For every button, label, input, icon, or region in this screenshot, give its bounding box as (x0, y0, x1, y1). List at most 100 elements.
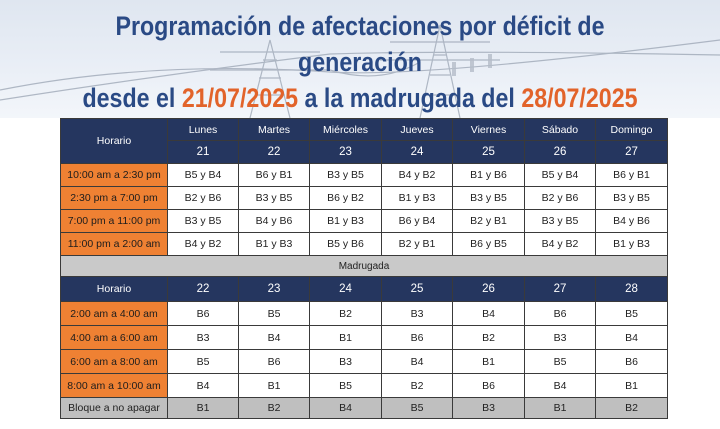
time-slot-label: 2:00 am a 4:00 am (60, 301, 168, 326)
page-title: Programación de afectaciones por déficit… (50, 8, 669, 116)
table-cell: B2 (595, 397, 668, 419)
table-cell: B5 (595, 301, 668, 326)
table-cell: B5 (524, 349, 596, 374)
table-row: 2:00 am a 4:00 am B6 B5 B2 B3 B4 B6 B5 (60, 301, 668, 326)
table-cell: B2 y B6 (167, 186, 239, 210)
date-header: 26 (524, 140, 596, 164)
table-cell: B3 y B5 (167, 209, 239, 233)
table-cell: B5 (381, 397, 453, 419)
table-cell: B6 y B4 (381, 209, 453, 233)
table-row: 8:00 am a 10:00 am B4 B1 B5 B2 B6 B4 B1 (60, 373, 668, 398)
table-cell: B1 (524, 397, 596, 419)
table-cell: B5 y B4 (167, 163, 239, 187)
header-days-row: Horario Lunes Martes Miércoles Jueves Viernes… (60, 118, 668, 164)
day-header: Jueves (381, 118, 453, 141)
table-cell: B4 (167, 373, 239, 398)
table-cell: B1 y B3 (238, 232, 310, 256)
time-slot-label: 6:00 am a 8:00 am (60, 349, 168, 374)
header-dates-row: 21 22 23 24 25 26 27 (61, 140, 668, 164)
table-row: 11:00 pm a 2:00 am B4 y B2 B1 y B3 B5 y B6 B… (60, 232, 668, 256)
horario-header: Horario (60, 118, 168, 164)
date-header: 23 (238, 276, 310, 302)
table-row: 6:00 am a 8:00 am B5 B6 B3 B4 B1 B5 B6 (60, 349, 668, 374)
table-cell: B1 y B3 (309, 209, 382, 233)
table-cell: B2 y B1 (381, 232, 453, 256)
table-cell: B6 (452, 373, 525, 398)
table-cell: B4 (238, 325, 310, 350)
madrugada-row: Madrugada (60, 255, 668, 277)
table-row: 7:00 pm a 11:00 pm B3 y B5 B4 y B6 B1 y B3 B… (60, 209, 668, 233)
table-cell: B4 y B6 (238, 209, 310, 233)
table-cell: B6 y B1 (238, 163, 310, 187)
table-row: 10:00 am a 2:30 pm B5 y B4 B6 y B1 B3 y B5 B… (60, 163, 668, 187)
table-cell: B4 (452, 301, 525, 326)
start-date: 21/07/2025 (181, 83, 299, 113)
day-header: Sábado (524, 118, 596, 141)
date-header: 22 (167, 276, 239, 302)
table-cell: B2 y B6 (524, 186, 596, 210)
power-tower-icon (0, 24, 720, 118)
table-cell: B3 y B5 (452, 186, 525, 210)
table-cell: B3 y B5 (595, 186, 668, 210)
date-header: 25 (381, 276, 453, 302)
date-header: 25 (452, 140, 525, 164)
table-cell: B4 (381, 349, 453, 374)
time-slot-label: 11:00 pm a 2:00 am (60, 232, 168, 256)
table-cell: B6 (238, 349, 310, 374)
table-cell: B6 y B5 (452, 232, 525, 256)
table-cell: B1 (452, 349, 525, 374)
table-cell: B3 y B5 (238, 186, 310, 210)
date-header: 27 (524, 276, 596, 302)
table-cell: B4 (309, 397, 382, 419)
date-header: 24 (381, 140, 453, 164)
table-cell: B4 y B2 (381, 163, 453, 187)
date-header: 27 (595, 140, 668, 164)
table-cell: B3 (524, 325, 596, 350)
table-cell: B3 (167, 325, 239, 350)
table-cell: B2 (381, 373, 453, 398)
table-cell: B5 (167, 349, 239, 374)
table-cell: B5 (309, 373, 382, 398)
date-header: 26 (452, 276, 525, 302)
horario-header-2: Horario (60, 276, 168, 302)
table-cell: B4 y B2 (167, 232, 239, 256)
table-cell: B6 (381, 325, 453, 350)
time-slot-label: 10:00 am a 2:30 pm (60, 163, 168, 187)
table-cell: B2 (309, 301, 382, 326)
table-cell: B4 y B2 (524, 232, 596, 256)
table-cell: B1 y B6 (452, 163, 525, 187)
table-cell: B5 y B6 (309, 232, 382, 256)
table-cell: B4 (595, 325, 668, 350)
table-cell: B5 y B4 (524, 163, 596, 187)
end-date: 28/07/2025 (521, 83, 638, 113)
date-header: 23 (309, 140, 382, 164)
no-apagar-label: Bloque a no apagar (60, 397, 168, 419)
table-cell: B3 y B5 (524, 209, 596, 233)
schedule-table: Horario Lunes Martes Miércoles Jueves Viernes… (60, 118, 668, 419)
title-line-2: desde el 21/07/2025 a la madrugada del 2… (50, 80, 669, 116)
table-cell: B6 y B1 (595, 163, 668, 187)
date-header: 24 (309, 276, 382, 302)
table-cell: B2 (238, 397, 310, 419)
table-cell: B6 y B2 (309, 186, 382, 210)
table-cell: B3 (381, 301, 453, 326)
time-slot-label: 4:00 am a 6:00 am (60, 325, 168, 350)
table-row: 2:30 pm a 7:00 pm B2 y B6 B3 y B5 B6 y B2 B1… (60, 186, 668, 210)
no-apagar-row: Bloque a no apagar B1 B2 B4 B5 B3 B1 B2 (60, 397, 668, 419)
table-cell: B1 (595, 373, 668, 398)
table-cell: B3 (452, 397, 525, 419)
table-cell: B6 (524, 301, 596, 326)
table-cell: B6 (595, 349, 668, 374)
table-cell: B3 (309, 349, 382, 374)
table-cell: B5 (238, 301, 310, 326)
table-row: 4:00 am a 6:00 am B3 B4 B1 B6 B2 B3 B4 (60, 325, 668, 350)
date-header: 28 (595, 276, 668, 302)
table-cell: B2 (452, 325, 525, 350)
time-slot-label: 8:00 am a 10:00 am (60, 373, 168, 398)
table-cell: B4 y B6 (595, 209, 668, 233)
time-slot-label: 2:30 pm a 7:00 pm (60, 186, 168, 210)
title-line-1: Programación de afectaciones por déficit… (115, 11, 605, 77)
table-cell: B1 (309, 325, 382, 350)
table-cell: B1 (167, 397, 239, 419)
table-cell: B1 y B3 (595, 232, 668, 256)
